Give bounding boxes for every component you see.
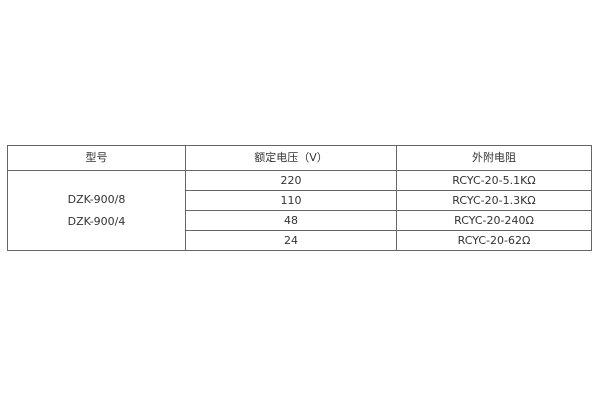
table-row: DZK-900/8 DZK-900/4 220 RCYC-20-5.1KΩ [7, 170, 592, 251]
voltage-cell: 48 [185, 210, 397, 231]
spec-table: 型号 额定电压（V） 外附电阻 DZK-900/8 DZK-900/4 220 … [7, 145, 592, 251]
model-cell: DZK-900/8 DZK-900/4 [7, 170, 186, 251]
resistor-cell: RCYC-20-1.3KΩ [396, 190, 592, 211]
header-voltage: 额定电压（V） [185, 145, 397, 171]
model-name: DZK-900/4 [67, 214, 126, 228]
table-row: 24 RCYC-20-62Ω [8, 230, 592, 251]
header-resistor: 外附电阻 [396, 145, 592, 171]
resistor-cell: RCYC-20-240Ω [396, 210, 592, 231]
header-model: 型号 [7, 145, 186, 171]
resistor-cell: RCYC-20-5.1KΩ [396, 170, 592, 191]
header-row: 型号 额定电压（V） 外附电阻 [7, 145, 592, 171]
voltage-cell: 220 [185, 170, 397, 191]
voltage-cell: 110 [185, 190, 397, 211]
voltage-cell: 24 [185, 230, 397, 251]
resistor-cell: RCYC-20-62Ω [396, 230, 592, 251]
model-name: DZK-900/8 [67, 192, 126, 206]
